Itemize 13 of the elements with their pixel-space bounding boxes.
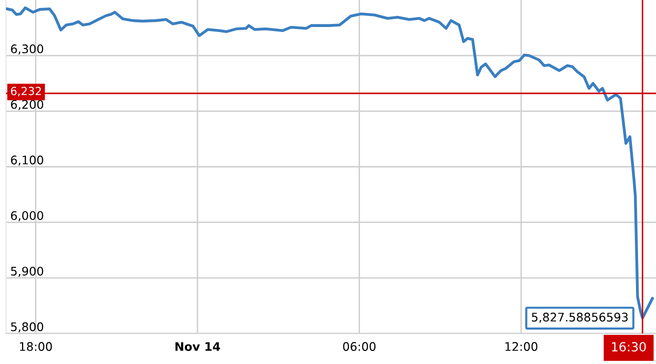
x-tick-label: 18:00: [20, 342, 52, 351]
y-tick-label: 6,000: [10, 211, 44, 222]
ref-line-label: 6,232: [10, 86, 41, 96]
x-tick-label: 06:00: [343, 342, 376, 351]
y-tick-label: 6,300: [10, 44, 44, 54]
y-tick-label: 5,800: [11, 322, 44, 332]
y-tick-label: 6,100: [10, 156, 44, 166]
y-tick-label: 5,900: [11, 266, 44, 277]
annotation: 5,827.58856593: [532, 312, 628, 323]
x-tick-label: Nov 14: [175, 342, 220, 351]
y-tick-label: 6,200: [10, 100, 44, 110]
x-tick-label: 12:00: [505, 342, 538, 351]
ref-line-label: 16:30: [612, 342, 646, 352]
